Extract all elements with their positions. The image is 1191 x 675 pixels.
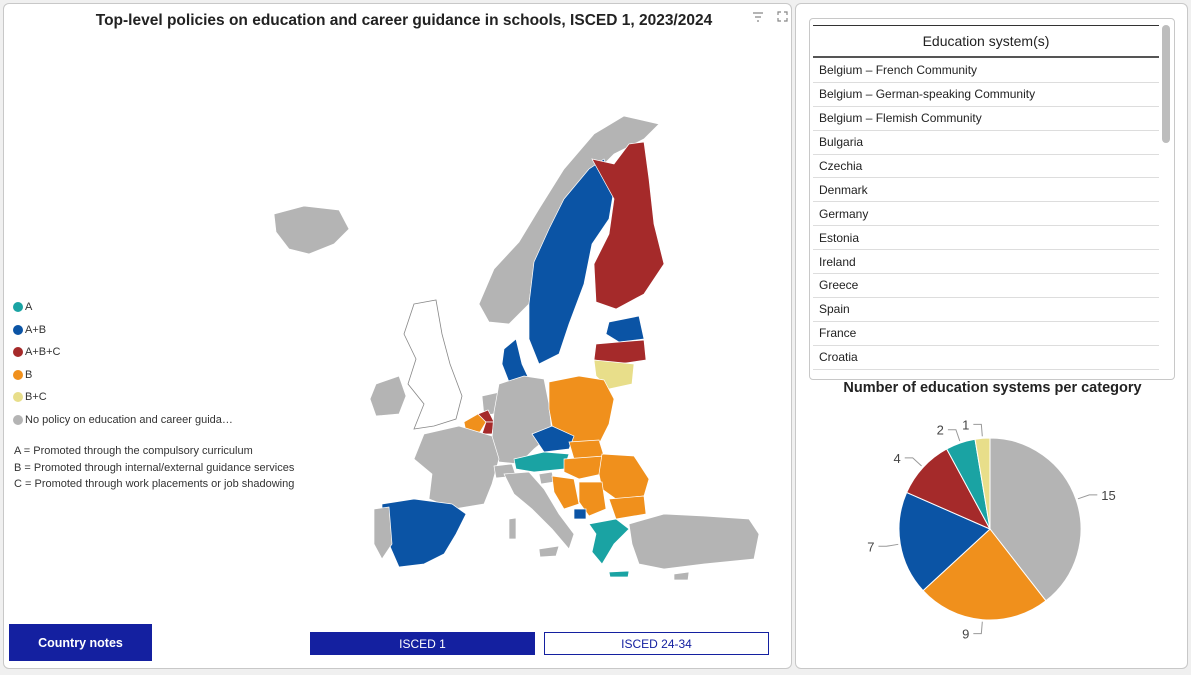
legend-note: C = Promoted through work placements or … [14, 478, 295, 490]
pie-data-label: 9 [962, 627, 969, 642]
region-croatia [551, 475, 580, 510]
map-panel: Top-level policies on education and care… [3, 3, 792, 669]
region-belgium-german [481, 421, 495, 435]
legend-label: B+C [25, 391, 47, 404]
legend-dot [13, 392, 23, 403]
legend-label: B [25, 368, 33, 381]
legend-item-no-policy[interactable]: No policy on education and career guida… [13, 409, 233, 432]
filter-icon[interactable] [752, 11, 764, 25]
isced-24-34-button[interactable]: ISCED 24-34 [544, 632, 769, 655]
table-row[interactable]: Czechia [813, 155, 1159, 179]
pie-slice[interactable] [898, 491, 991, 592]
region-estonia [605, 315, 645, 343]
map-legend: A A+B A+B+C B B+C No policy on education… [13, 296, 233, 431]
table-row[interactable]: Croatia [813, 346, 1159, 370]
table-row[interactable]: Belgium – Flemish Community [813, 107, 1159, 131]
legend-item-b-c[interactable]: B+C [13, 386, 233, 409]
legend-item-a[interactable]: A [13, 296, 233, 319]
region-sweden [528, 158, 615, 365]
pie-data-label: 15 [1101, 488, 1115, 503]
region-denmark [501, 338, 530, 383]
legend-dot [13, 302, 23, 313]
pie-slice[interactable] [974, 437, 991, 530]
education-systems-table: Education system(s) Belgium – French Com… [809, 18, 1175, 380]
pie-leader-line [1077, 494, 1098, 500]
legend-item-b[interactable]: B [13, 364, 233, 387]
region-ireland [369, 375, 407, 417]
region-iceland [273, 205, 350, 255]
pie-chart: 15 9 7 4 2 1 [867, 417, 1116, 642]
country-notes-button[interactable]: Country notes [9, 624, 152, 661]
legend-dot [13, 347, 23, 358]
region-slovenia [538, 471, 555, 485]
table-row[interactable]: Belgium – French Community [813, 59, 1159, 83]
pie-data-label: 4 [894, 451, 901, 466]
region-montenegro [573, 508, 587, 520]
legend-label: A+B [25, 323, 47, 336]
expand-icon[interactable] [777, 11, 788, 25]
legend-item-a-b[interactable]: A+B [13, 319, 233, 342]
legend-item-a-b-c[interactable]: A+B+C [13, 341, 233, 364]
scrollbar-thumb[interactable] [1162, 25, 1170, 143]
region-sicily [538, 545, 560, 558]
region-cyprus [673, 571, 690, 581]
table-header: Education system(s) [813, 25, 1159, 58]
legend-dot [13, 369, 23, 380]
region-crete [608, 570, 630, 578]
pie-chart-title: Number of education systems per category [843, 380, 1142, 396]
region-turkey [628, 513, 760, 570]
region-poland [548, 375, 615, 445]
table-scrollbar[interactable] [1162, 25, 1170, 375]
table-row[interactable]: Denmark [813, 178, 1159, 203]
region-uk [403, 299, 463, 430]
region-serbia [578, 481, 607, 517]
legend-note: A = Promoted through the compulsory curr… [14, 445, 253, 457]
region-romania [598, 453, 650, 500]
pie-leader-line [947, 429, 961, 442]
map-title: Top-level policies on education and care… [95, 12, 713, 29]
table-row[interactable]: Estonia [813, 226, 1159, 251]
isced-1-button[interactable]: ISCED 1 [310, 632, 535, 655]
legend-notes: A = Promoted through the compulsory curr… [14, 443, 294, 493]
region-portugal [373, 506, 393, 560]
legend-note: B = Promoted through internal/external g… [14, 461, 295, 474]
legend-label: A [25, 301, 33, 314]
table-row[interactable]: Bulgaria [813, 131, 1159, 155]
table-row[interactable]: Greece [813, 274, 1159, 298]
legend-label: No policy on education and career guida… [25, 413, 233, 426]
pie-data-label: 1 [962, 417, 969, 432]
pie-leader-line [973, 423, 983, 437]
region-bulgaria [608, 495, 647, 520]
table-body: Belgium – French Community Belgium – Ger… [813, 59, 1159, 370]
table-row[interactable]: Spain [813, 298, 1159, 322]
pie-leader-line [878, 543, 899, 547]
region-finland [591, 141, 665, 310]
region-sardinia [508, 517, 517, 540]
pie-leader-line [904, 457, 922, 467]
table-row[interactable]: Belgium – German-speaking Community [813, 83, 1159, 107]
region-hungary [563, 455, 605, 480]
legend-label: A+B+C [25, 346, 61, 359]
table-row[interactable]: France [813, 322, 1159, 346]
region-spain [381, 498, 467, 568]
region-latvia [593, 339, 647, 365]
table-row[interactable]: Germany [813, 202, 1159, 227]
pie-data-label: 7 [867, 539, 874, 554]
pie-data-label: 2 [937, 423, 944, 438]
pie-slice[interactable] [989, 437, 1082, 602]
region-france [413, 425, 500, 510]
legend-dot [13, 414, 23, 425]
pie-slice[interactable] [922, 528, 1047, 621]
region-greece [588, 518, 630, 565]
table-row[interactable]: Ireland [813, 250, 1159, 275]
pie-leader-line [973, 621, 983, 635]
europe-map[interactable] [4, 4, 793, 670]
region-italy [503, 471, 575, 550]
legend-dot [13, 324, 23, 335]
side-panel: Education system(s) Belgium – French Com… [795, 3, 1188, 669]
